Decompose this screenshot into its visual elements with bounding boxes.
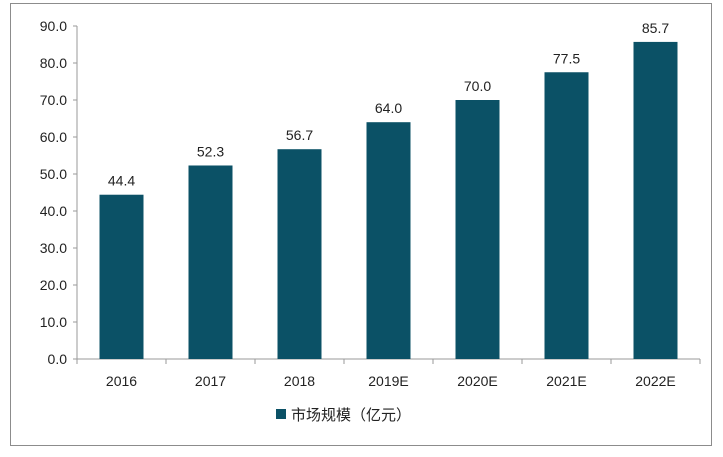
data-label: 85.7 (642, 20, 669, 36)
bar (277, 149, 322, 359)
legend-swatch (276, 409, 286, 419)
legend-label: 市场规模（亿元） (291, 405, 412, 424)
x-tick-label: 2016 (106, 373, 137, 389)
y-tick-label: 30.0 (40, 240, 67, 256)
y-tick-label: 90.0 (40, 18, 67, 34)
data-label: 52.3 (197, 143, 224, 159)
bar (366, 122, 411, 359)
x-tick-label: 2022E (635, 373, 675, 389)
data-label: 77.5 (553, 50, 580, 66)
x-tick-label: 2021E (546, 373, 586, 389)
data-label: 70.0 (464, 78, 491, 94)
x-tick-label: 2018 (284, 373, 315, 389)
legend: 市场规模（亿元） (276, 403, 411, 425)
x-tick-label: 2020E (457, 373, 497, 389)
data-label: 64.0 (375, 100, 402, 116)
x-tick-label: 2019E (368, 373, 408, 389)
x-tick-label: 2017 (195, 373, 226, 389)
bar (99, 194, 144, 359)
y-tick-label: 40.0 (40, 203, 67, 219)
y-tick-label: 50.0 (40, 166, 67, 182)
data-label: 56.7 (286, 127, 313, 143)
bar (188, 165, 233, 359)
y-tick-label: 60.0 (40, 129, 67, 145)
bar (544, 72, 589, 359)
y-tick-label: 70.0 (40, 92, 67, 108)
y-tick-label: 80.0 (40, 55, 67, 71)
bar-series (99, 41, 678, 359)
bar (633, 41, 678, 359)
y-axis: 0.0 10.0 20.0 30.0 40.0 50.0 60.0 70.0 80.0 90.0 (40, 18, 78, 367)
data-labels: 44.4 52.3 56.7 64.0 70.0 77.5 85.7 (108, 20, 669, 189)
y-tick-label: 20.0 (40, 277, 67, 293)
x-axis: 2016 2017 2018 2019E 2020E 2021E 2022E (76, 358, 701, 389)
y-tick-label: 0.0 (48, 351, 68, 367)
bar (455, 100, 500, 359)
data-label: 44.4 (108, 173, 135, 189)
y-tick-label: 10.0 (40, 314, 67, 330)
